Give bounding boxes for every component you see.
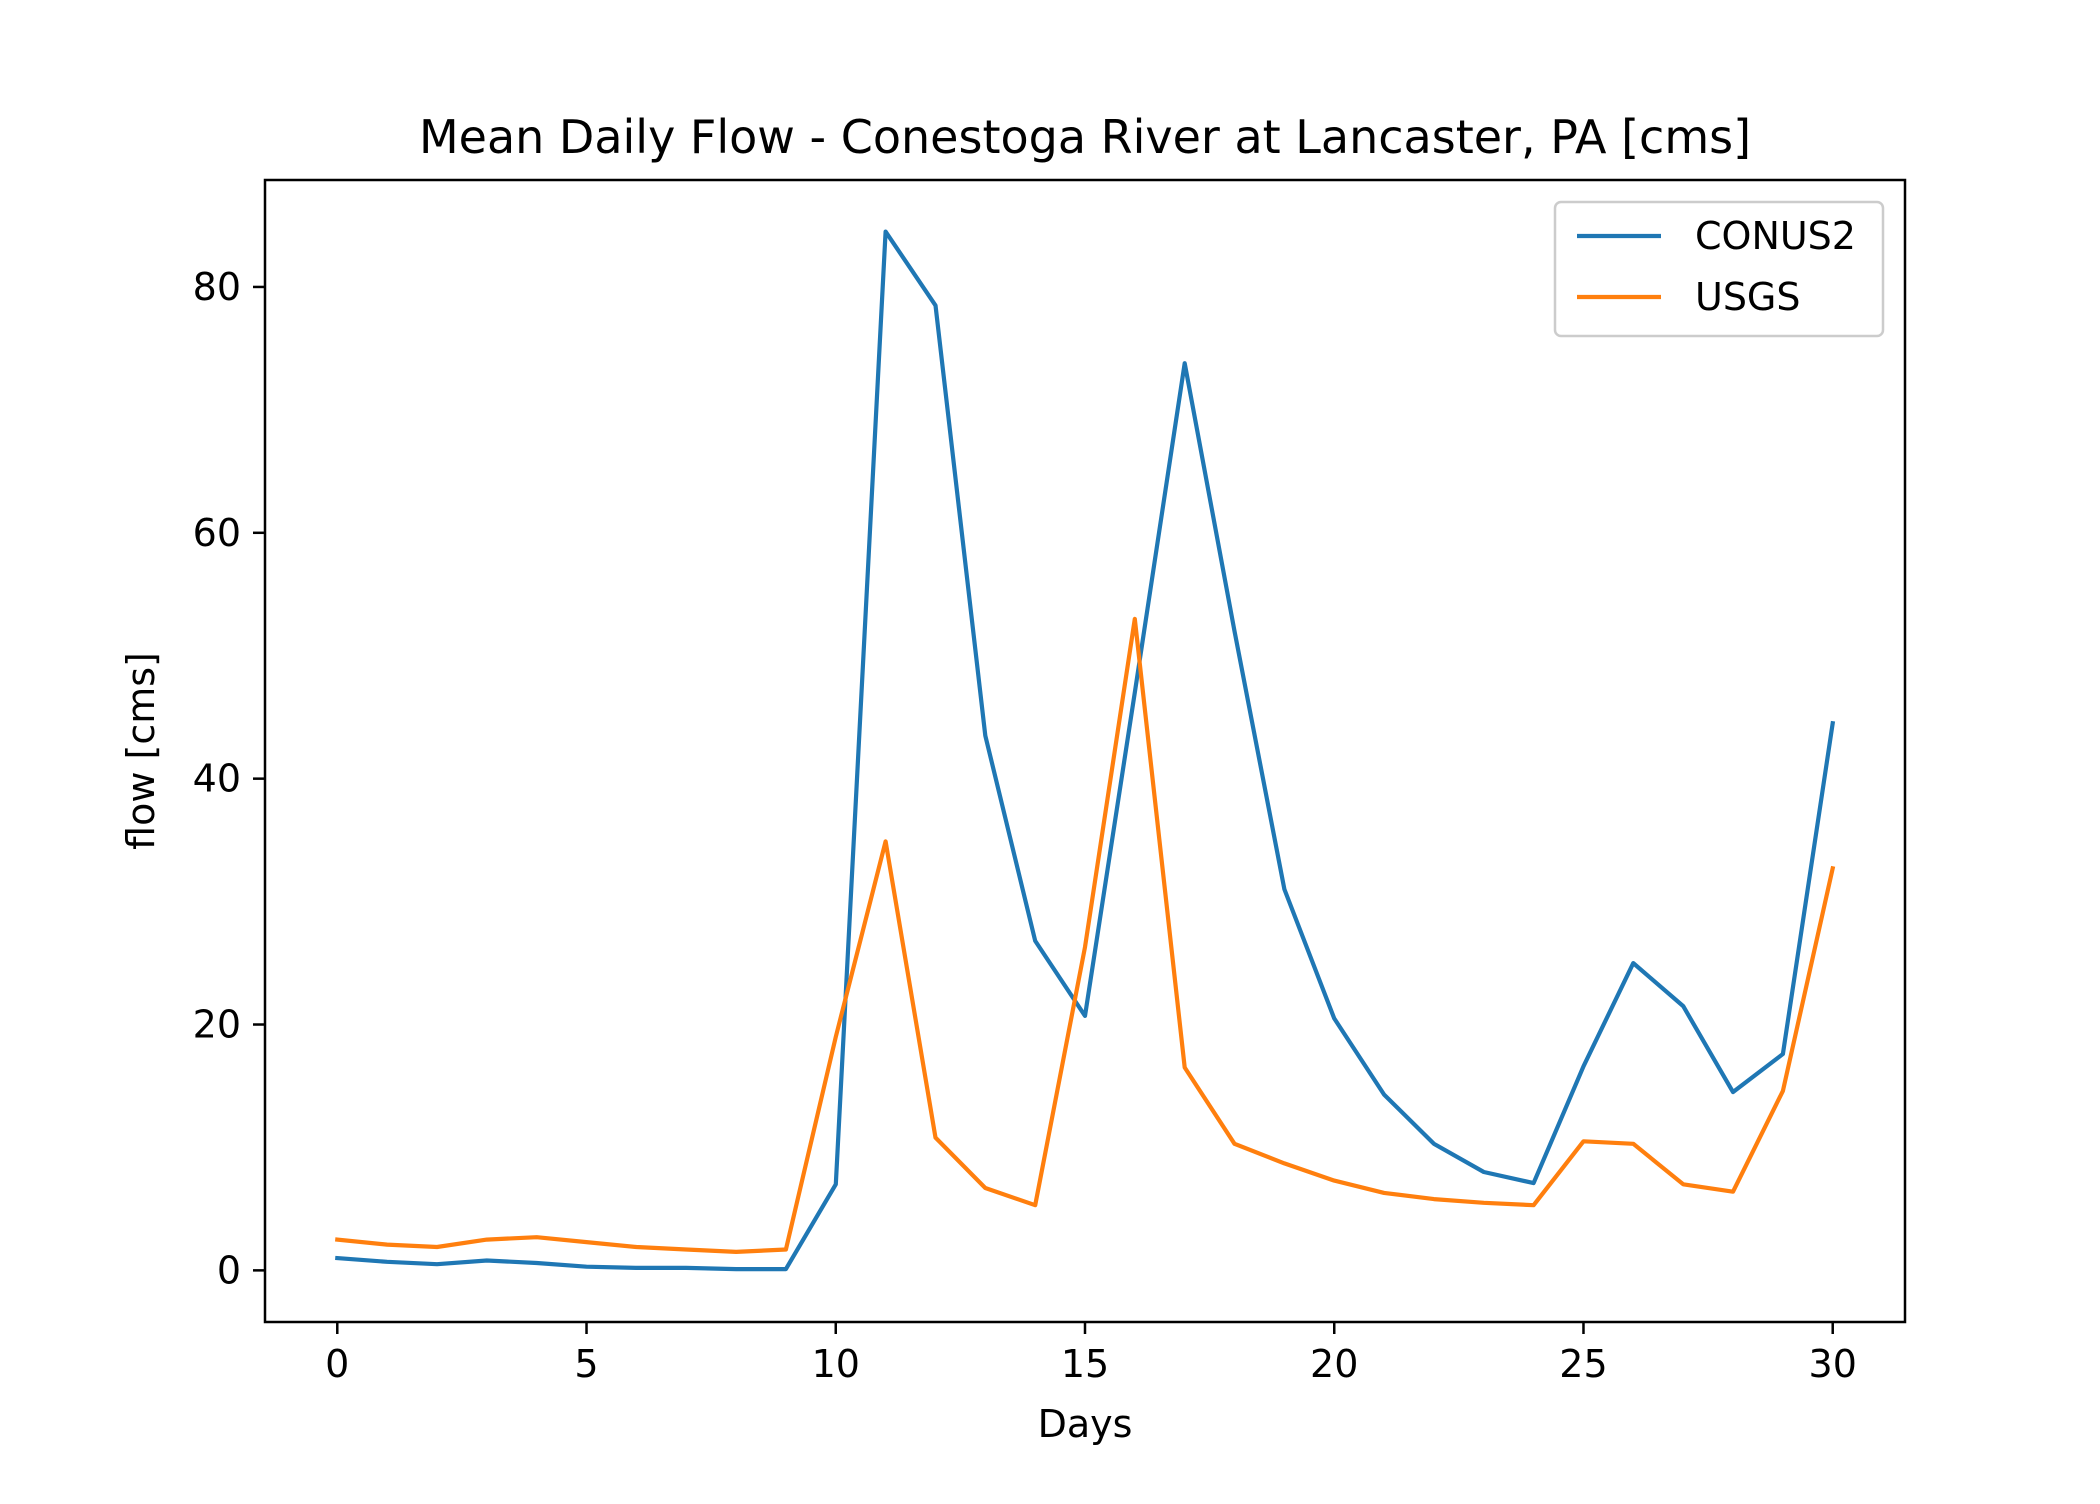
y-axis: 0 20 40 60 80 [193, 265, 265, 1292]
legend-items: CONUS2 USGS [1577, 214, 1856, 319]
y-tick-label: 20 [193, 1003, 241, 1047]
series-layer [335, 229, 1836, 1272]
legend-label: CONUS2 [1695, 214, 1856, 258]
y-axis-label: flow [cms] [119, 652, 163, 850]
x-tick-label: 20 [1310, 1342, 1358, 1386]
legend-item-usgs: USGS [1577, 275, 1801, 319]
legend-item-conus2: CONUS2 [1577, 214, 1856, 258]
y-tick-label: 40 [193, 757, 241, 801]
legend: CONUS2 USGS [1553, 200, 1885, 338]
y-tick-label: 80 [193, 265, 241, 309]
series-line-usgs [335, 616, 1836, 1255]
x-tick-label: 10 [812, 1342, 860, 1386]
x-tick-label: 30 [1809, 1342, 1857, 1386]
plot-frame [263, 178, 1907, 1324]
chart-title: Mean Daily Flow - Conestoga River at Lan… [419, 110, 1751, 164]
x-axis: 0 5 10 15 20 25 30 [325, 1322, 1857, 1386]
y-tick-label: 0 [217, 1248, 241, 1292]
legend-label: USGS [1695, 275, 1801, 319]
x-tick-label: 25 [1559, 1342, 1607, 1386]
x-tick-label: 15 [1061, 1342, 1109, 1386]
series-line-conus2 [335, 229, 1836, 1272]
x-tick-label: 0 [325, 1342, 349, 1386]
x-tick-label: 5 [574, 1342, 598, 1386]
x-axis-label: Days [1038, 1402, 1133, 1446]
y-tick-label: 60 [193, 511, 241, 555]
